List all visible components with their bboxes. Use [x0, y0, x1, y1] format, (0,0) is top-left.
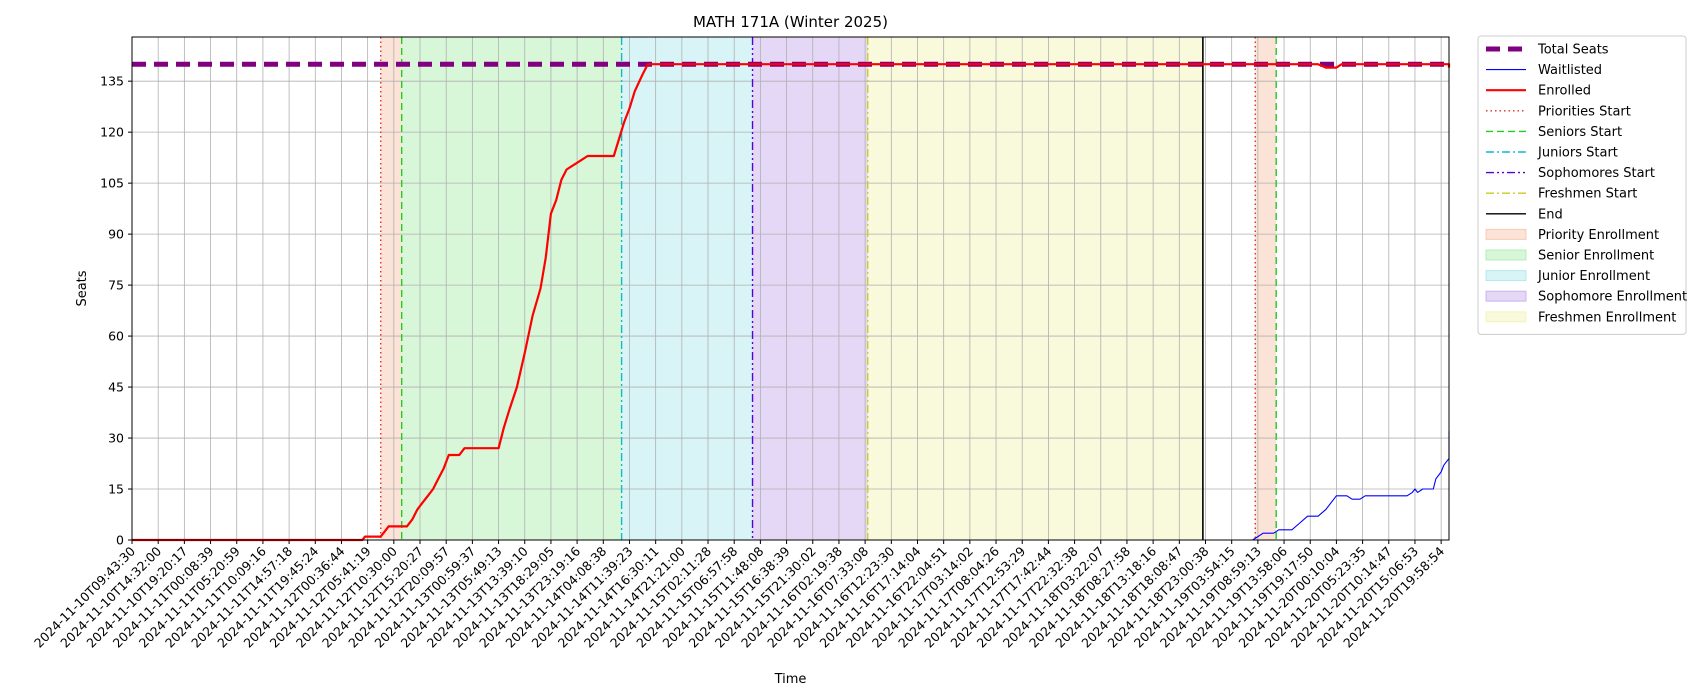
- legend-swatch: [1485, 290, 1527, 302]
- data-series: [132, 61, 1451, 542]
- legend-item-seniors-start: Seniors Start: [1486, 125, 1622, 140]
- region-senior-enrollment: [401, 37, 622, 540]
- legend-item-sophomore-enrollment: Sophomore Enrollment: [1485, 290, 1687, 305]
- x-axis-label: Time: [774, 672, 807, 687]
- legend-label: Priorities Start: [1538, 104, 1631, 119]
- y-tick-label: 120: [100, 125, 124, 140]
- legend-label: Seniors Start: [1538, 125, 1622, 140]
- shaded-regions: [380, 37, 1277, 540]
- y-tick-label: 75: [108, 278, 124, 293]
- legend-box: [1477, 35, 1687, 335]
- chart-title: MATH 171A (Winter 2025): [693, 13, 888, 31]
- legend-item-waitlisted: Waitlisted: [1486, 63, 1602, 78]
- legend-label: Total Seats: [1537, 43, 1609, 58]
- y-axis: 0 15 30 45 60 75 90 105 120 135: [100, 74, 132, 548]
- region-sophomore-enrollment: [752, 37, 868, 540]
- legend-item-juniors-start: Juniors Start: [1486, 146, 1618, 161]
- region-priority-enrollment: [380, 37, 402, 540]
- legend-swatch: [1485, 228, 1527, 240]
- legend-label: Sophomores Start: [1538, 166, 1655, 181]
- plot-frame: [131, 36, 1450, 541]
- legend-item-freshmen-enrollment: Freshmen Enrollment: [1485, 310, 1676, 325]
- series-enrolled: [132, 63, 1451, 542]
- y-tick-label: 105: [100, 176, 124, 191]
- legend-item-junior-enrollment: Junior Enrollment: [1485, 269, 1650, 284]
- legend-label: Juniors Start: [1537, 146, 1618, 161]
- legend-label: Freshmen Enrollment: [1538, 310, 1676, 325]
- legend-item-priorities-start: Priorities Start: [1486, 104, 1631, 119]
- legend-label: Senior Enrollment: [1538, 249, 1654, 264]
- y-tick-label: 15: [108, 482, 124, 497]
- legend-label: Sophomore Enrollment: [1538, 290, 1687, 305]
- event-lines: [380, 37, 1277, 540]
- legend-label: End: [1538, 207, 1563, 222]
- series-waitlisted: [132, 431, 1450, 541]
- y-tick-label: 90: [108, 227, 124, 242]
- legend-label: Priority Enrollment: [1538, 228, 1659, 243]
- grid-lines: [131, 37, 1449, 541]
- y-tick-label: 60: [108, 329, 124, 344]
- legend-item-priority-enrollment: Priority Enrollment: [1485, 228, 1659, 243]
- legend-item-enrolled: Enrolled: [1486, 84, 1591, 99]
- y-axis-label: Seats: [75, 270, 90, 306]
- legend-label: Waitlisted: [1538, 63, 1602, 78]
- region-priority-enrollment: [1255, 37, 1277, 540]
- legend-item-senior-enrollment: Senior Enrollment: [1485, 249, 1654, 264]
- legend-label: Junior Enrollment: [1537, 269, 1650, 284]
- x-axis: 2024-11-10T09:43:302024-11-10T14:32:0020…: [31, 540, 1447, 651]
- y-tick-label: 0: [116, 533, 124, 548]
- legend: Total Seats Waitlisted Enrolled Priorities …: [1477, 35, 1687, 335]
- y-tick-label: 45: [108, 380, 124, 395]
- legend-swatch: [1485, 270, 1527, 282]
- y-tick-label: 135: [100, 74, 124, 89]
- y-tick-label: 30: [108, 431, 124, 446]
- legend-item-sophomores-start: Sophomores Start: [1486, 166, 1655, 181]
- legend-item-total-seats: Total Seats: [1486, 43, 1609, 58]
- legend-swatch: [1485, 311, 1527, 323]
- legend-label: Enrolled: [1538, 84, 1591, 99]
- legend-item-end: End: [1486, 207, 1563, 222]
- legend-label: Freshmen Start: [1538, 187, 1637, 202]
- region-junior-enrollment: [621, 37, 753, 540]
- legend-swatch: [1485, 249, 1527, 261]
- legend-item-freshmen-start: Freshmen Start: [1486, 187, 1637, 202]
- region-freshmen-enrollment: [867, 37, 1203, 540]
